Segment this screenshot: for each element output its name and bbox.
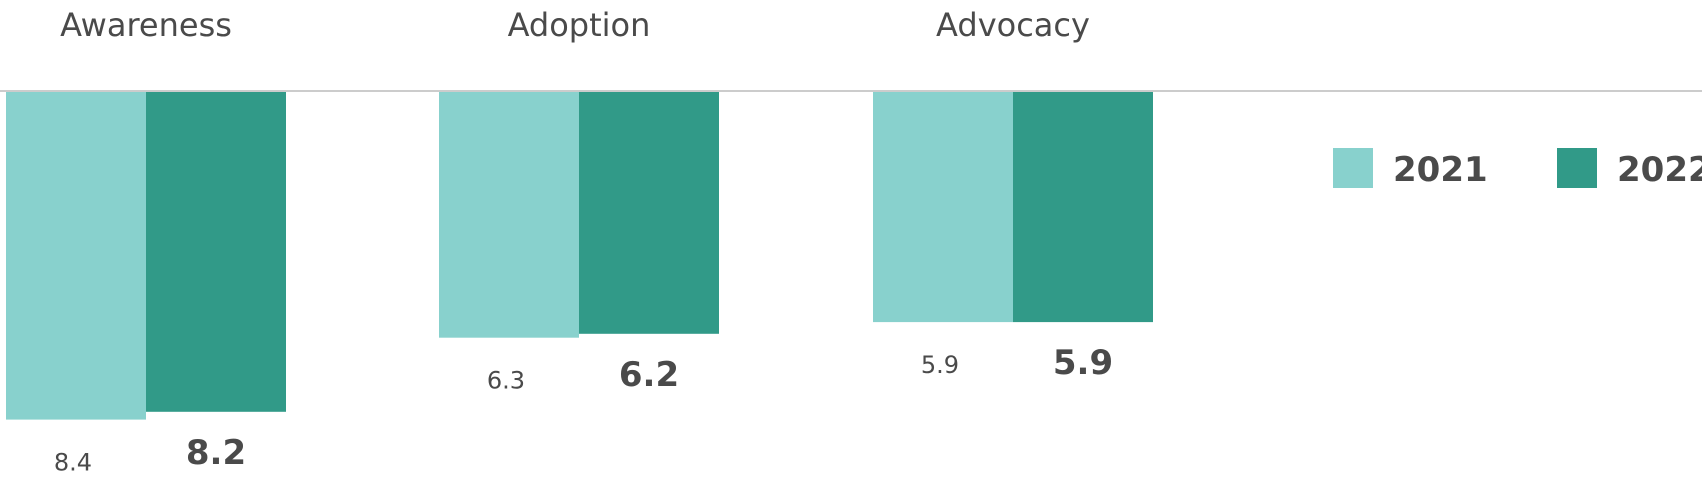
- bar-awareness-2022: [146, 92, 286, 412]
- bars-layer: [6, 92, 1153, 420]
- legend-swatch-2022: [1557, 148, 1597, 188]
- bar-advocacy-2021: [873, 92, 1013, 323]
- value-label-advocacy-2022: 5.9: [1053, 343, 1113, 383]
- legend-label-2021: 2021: [1393, 150, 1488, 190]
- legend: 2021 2022: [1333, 148, 1702, 190]
- bar-adoption-2021: [439, 92, 579, 338]
- category-label-adoption: Adoption: [508, 6, 651, 44]
- bar-advocacy-2022: [1013, 92, 1153, 323]
- category-label-advocacy: Advocacy: [936, 6, 1090, 44]
- value-label-adoption-2021: 6.3: [487, 367, 525, 395]
- bar-adoption-2022: [579, 92, 719, 334]
- legend-label-2022: 2022: [1617, 150, 1702, 190]
- labels-layer: Awareness 8.4 8.2 Adoption 6.3 6.2 Advocacy 5.9…: [54, 6, 1113, 477]
- value-label-adoption-2022: 6.2: [619, 355, 679, 395]
- bar-awareness-2021: [6, 92, 146, 420]
- legend-swatch-2021: [1333, 148, 1373, 188]
- category-label-awareness: Awareness: [60, 6, 232, 44]
- value-label-advocacy-2021: 5.9: [921, 351, 959, 379]
- value-label-awareness-2021: 8.4: [54, 449, 92, 477]
- value-label-awareness-2022: 8.2: [186, 433, 246, 473]
